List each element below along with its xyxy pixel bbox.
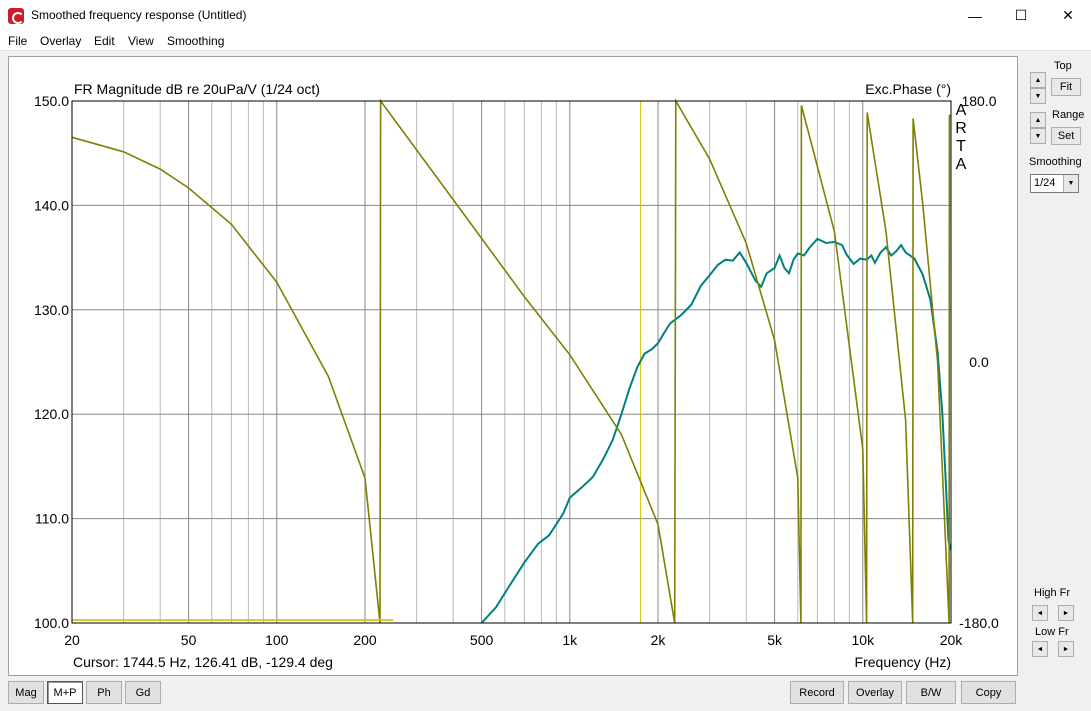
x-tick-label: 20 [64, 632, 80, 648]
chevron-down-icon[interactable]: ▼ [1063, 175, 1078, 192]
arta-app-icon [8, 8, 24, 24]
ph-button[interactable]: Ph [86, 681, 122, 704]
phase-trace [71, 98, 951, 624]
top-up-button[interactable]: ▲ [1030, 72, 1046, 88]
phase-tick-label: 180.0 [961, 93, 996, 109]
frequency-response-chart[interactable]: FR Magnitude dB re 20uPa/V (1/24 oct) Ex… [9, 57, 1017, 675]
mp-button[interactable]: M+P [47, 681, 83, 704]
y-tick-label: 100.0 [34, 615, 69, 631]
x-tick-label: 10k [852, 632, 876, 648]
x-tick-label: 2k [651, 632, 667, 648]
chart-title: FR Magnitude dB re 20uPa/V (1/24 oct) [74, 81, 320, 97]
range-up-button[interactable]: ▲ [1030, 112, 1046, 128]
menu-bar: File Overlay Edit View Smoothing [0, 31, 1091, 51]
title-bar: Smoothed frequency response (Untitled) —… [0, 0, 1091, 31]
menu-smoothing[interactable]: Smoothing [167, 34, 225, 48]
watermark-letter: R [955, 120, 967, 137]
x-axis-label: Frequency (Hz) [855, 654, 951, 670]
watermark-letter: A [956, 156, 967, 173]
record-button[interactable]: Record [790, 681, 844, 704]
axis-labels: 20 50 100 200 500 1k 2k 5k 10k 20k 150.0 140.0 130.0… [34, 93, 999, 648]
x-tick-label: 20k [940, 632, 964, 648]
close-button[interactable]: ✕ [1062, 7, 1074, 23]
y-tick-label: 110.0 [35, 511, 69, 527]
smoothing-select[interactable]: 1/24 ▼ [1030, 174, 1079, 193]
high-fr-left-button[interactable]: ◄ [1032, 605, 1048, 621]
x-tick-label: 50 [181, 632, 197, 648]
phase-tick-label: -180.0 [959, 615, 999, 631]
phase-axis-title: Exc.Phase (°) [865, 81, 951, 97]
plot-area-border [71, 100, 952, 624]
high-fr-label: High Fr [1034, 587, 1071, 599]
window-title: Smoothed frequency response (Untitled) [31, 8, 247, 22]
grid [71, 100, 952, 624]
low-fr-right-button[interactable]: ► [1058, 641, 1074, 657]
phase-tick-label: 0.0 [969, 354, 989, 370]
y-tick-label: 140.0 [34, 197, 69, 213]
low-fr-label: Low Fr [1035, 626, 1069, 638]
maximize-button[interactable]: ☐ [1014, 7, 1028, 23]
x-tick-label: 5k [767, 632, 783, 648]
menu-edit[interactable]: Edit [94, 34, 115, 48]
x-tick-label: 200 [353, 632, 377, 648]
range-down-button[interactable]: ▼ [1030, 128, 1046, 144]
menu-file[interactable]: File [8, 34, 28, 48]
copy-button[interactable]: Copy [961, 681, 1016, 704]
high-fr-right-button[interactable]: ► [1058, 605, 1074, 621]
watermark-letter: A [956, 102, 967, 119]
x-tick-label: 100 [265, 632, 289, 648]
top-down-button[interactable]: ▼ [1030, 88, 1046, 104]
x-tick-label: 500 [470, 632, 494, 648]
overlay-button[interactable]: Overlay [848, 681, 902, 704]
top-label: Top [1054, 60, 1072, 72]
minimize-button[interactable]: — [968, 7, 982, 24]
y-tick-label: 130.0 [34, 302, 69, 318]
menu-overlay[interactable]: Overlay [40, 34, 82, 48]
mag-button[interactable]: Mag [8, 681, 44, 704]
smoothing-label: Smoothing [1029, 156, 1082, 168]
data-layer [71, 98, 952, 624]
y-tick-label: 150.0 [34, 93, 69, 109]
x-tick-label: 1k [562, 632, 578, 648]
set-button[interactable]: Set [1051, 127, 1081, 145]
cursor-readout: Cursor: 1744.5 Hz, 126.41 dB, -129.4 deg [73, 654, 333, 670]
range-label: Range [1052, 109, 1085, 121]
magnitude-trace [480, 237, 952, 624]
bw-button[interactable]: B/W [906, 681, 956, 704]
fit-button[interactable]: Fit [1051, 78, 1081, 96]
smoothing-value: 1/24 [1034, 177, 1056, 189]
y-tick-label: 120.0 [34, 406, 69, 422]
menu-view[interactable]: View [128, 34, 154, 48]
watermark-letter: T [956, 138, 966, 155]
plot-frame: FR Magnitude dB re 20uPa/V (1/24 oct) Ex… [8, 56, 1018, 676]
low-fr-left-button[interactable]: ◄ [1032, 641, 1048, 657]
gd-button[interactable]: Gd [125, 681, 161, 704]
